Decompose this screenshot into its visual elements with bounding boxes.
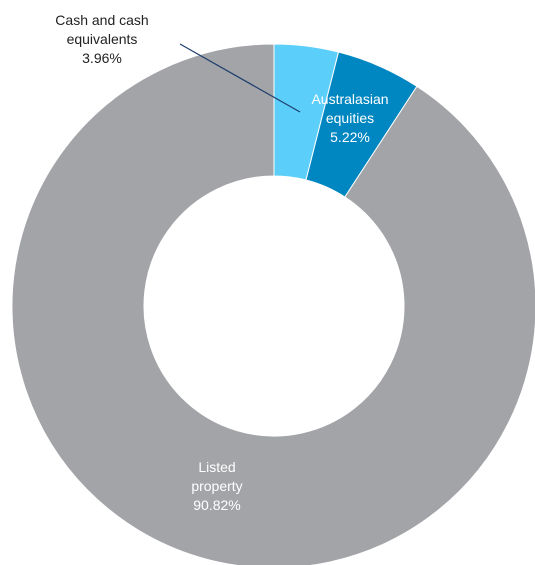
slice-name-equities-line2: equities — [325, 110, 375, 126]
slice-value-equities: 5.22% — [330, 129, 370, 145]
slice-value-cash: 3.96% — [82, 50, 122, 66]
slice-name-equities-line1: Australasian — [311, 91, 389, 107]
slice-label-australasian-equities: Australasian equities 5.22% — [275, 90, 425, 147]
slice-value-property: 90.82% — [193, 497, 241, 513]
slice-name-cash-line2: equivalents — [66, 31, 138, 47]
slice-label-cash: Cash and cash equivalents 3.96% — [22, 11, 182, 68]
leader-line-cash — [179, 43, 301, 113]
donut-slices — [11, 43, 535, 565]
slice-name-property-line1: Listed — [198, 459, 236, 475]
slice-label-listed-property: Listed property 90.82% — [157, 458, 277, 515]
slice-name-cash-line1: Cash and cash — [55, 12, 149, 28]
slice-name-property-line2: property — [191, 478, 243, 494]
donut-slice-2 — [11, 43, 535, 565]
